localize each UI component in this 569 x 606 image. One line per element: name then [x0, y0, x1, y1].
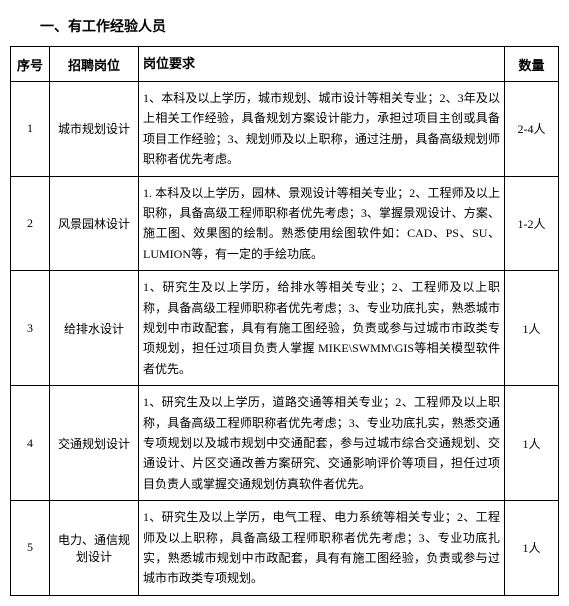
- table-header-row: 序号 招聘岗位 岗位要求 数量: [11, 47, 559, 82]
- header-position: 招聘岗位: [50, 47, 139, 82]
- cell-position: 城市规划设计: [50, 82, 139, 177]
- cell-index: 1: [11, 82, 50, 177]
- cell-quantity: 1人: [505, 386, 559, 501]
- cell-index: 2: [11, 176, 50, 271]
- table-row: 4 交通规划设计 1、研究生及以上学历，道路交通等相关专业；2、工程师及以上职称…: [11, 386, 559, 501]
- cell-index: 5: [11, 501, 50, 596]
- table-row: 5 电力、通信规划设计 1、研究生及以上学历，电气工程、电力系统等相关专业；2、…: [11, 501, 559, 596]
- cell-quantity: 2-4人: [505, 82, 559, 177]
- recruitment-table: 序号 招聘岗位 岗位要求 数量 1 城市规划设计 1、本科及以上学历，城市规划、…: [10, 46, 559, 596]
- cell-requirement: 1、本科及以上学历，城市规划、城市设计等相关专业；2、3年及以上相关工作经验，具…: [139, 82, 505, 177]
- cell-quantity: 1人: [505, 501, 559, 596]
- cell-index: 4: [11, 386, 50, 501]
- cell-requirement: 1、研究生及以上学历，电气工程、电力系统等相关专业；2、工程师及以上职称，具备高…: [139, 501, 505, 596]
- table-row: 3 给排水设计 1、研究生及以上学历，给排水等相关专业；2、工程师及以上职称，具…: [11, 271, 559, 386]
- cell-requirement: 1、研究生及以上学历，道路交通等相关专业；2、工程师及以上职称，具备高级工程师职…: [139, 386, 505, 501]
- cell-position: 电力、通信规划设计: [50, 501, 139, 596]
- cell-position: 风景园林设计: [50, 176, 139, 271]
- header-quantity: 数量: [505, 47, 559, 82]
- cell-quantity: 1人: [505, 271, 559, 386]
- section-title: 一、有工作经验人员: [40, 16, 559, 36]
- header-requirement: 岗位要求: [139, 47, 505, 82]
- cell-requirement: 1、研究生及以上学历，给排水等相关专业；2、工程师及以上职称，具备高级工程师职称…: [139, 271, 505, 386]
- cell-requirement: 1. 本科及以上学历，园林、景观设计等相关专业；2、工程师及以上职称，具备高级工…: [139, 176, 505, 271]
- cell-index: 3: [11, 271, 50, 386]
- table-row: 1 城市规划设计 1、本科及以上学历，城市规划、城市设计等相关专业；2、3年及以…: [11, 82, 559, 177]
- table-row: 2 风景园林设计 1. 本科及以上学历，园林、景观设计等相关专业；2、工程师及以…: [11, 176, 559, 271]
- header-index: 序号: [11, 47, 50, 82]
- cell-quantity: 1-2人: [505, 176, 559, 271]
- cell-position: 交通规划设计: [50, 386, 139, 501]
- cell-position: 给排水设计: [50, 271, 139, 386]
